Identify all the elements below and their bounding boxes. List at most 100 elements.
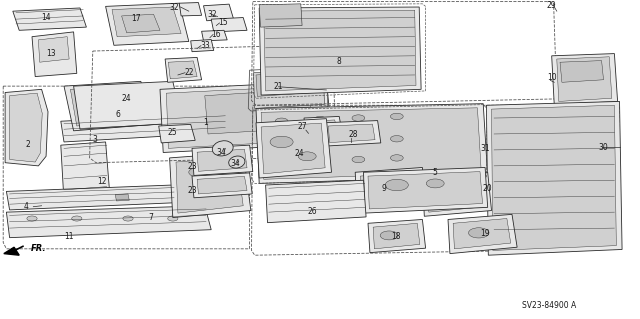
Polygon shape (552, 54, 618, 105)
Circle shape (352, 115, 365, 121)
Circle shape (189, 167, 208, 177)
Polygon shape (13, 8, 86, 30)
Text: 3: 3 (92, 135, 97, 144)
Polygon shape (264, 10, 416, 91)
Polygon shape (256, 119, 332, 178)
Polygon shape (38, 37, 69, 62)
Text: 28: 28 (349, 130, 358, 139)
Circle shape (207, 188, 222, 195)
Text: 13: 13 (46, 49, 56, 58)
Circle shape (352, 137, 365, 144)
Circle shape (468, 228, 489, 238)
Polygon shape (197, 149, 247, 171)
Circle shape (352, 156, 365, 163)
Polygon shape (32, 32, 77, 77)
Polygon shape (5, 89, 48, 166)
Text: SV23-84900 A: SV23-84900 A (522, 301, 576, 310)
Polygon shape (191, 40, 214, 52)
Polygon shape (192, 173, 252, 198)
Polygon shape (557, 57, 612, 101)
Circle shape (27, 216, 37, 221)
Polygon shape (202, 30, 227, 41)
Polygon shape (266, 180, 366, 223)
Circle shape (385, 179, 408, 191)
Text: 23: 23 (188, 186, 198, 195)
Circle shape (275, 118, 288, 124)
Text: 20: 20 (483, 184, 493, 193)
Text: FR.: FR. (31, 244, 46, 253)
Polygon shape (422, 172, 492, 216)
Polygon shape (10, 93, 42, 162)
Text: 7: 7 (148, 213, 153, 222)
Text: 2: 2 (26, 140, 31, 149)
Text: 6: 6 (116, 110, 121, 119)
Polygon shape (368, 219, 426, 253)
Polygon shape (61, 142, 110, 202)
Text: 1: 1 (203, 118, 208, 127)
Text: 15: 15 (218, 19, 228, 27)
Polygon shape (432, 181, 476, 205)
Circle shape (270, 136, 293, 148)
Polygon shape (261, 123, 325, 174)
Polygon shape (166, 85, 325, 148)
Text: 10: 10 (547, 73, 557, 82)
Circle shape (390, 113, 403, 120)
Polygon shape (308, 120, 337, 134)
Polygon shape (453, 219, 511, 249)
Circle shape (123, 216, 133, 221)
Circle shape (390, 136, 403, 142)
Polygon shape (168, 61, 197, 79)
Polygon shape (560, 61, 604, 82)
Polygon shape (360, 172, 420, 206)
Polygon shape (373, 223, 420, 249)
Text: 25: 25 (167, 128, 177, 137)
Polygon shape (197, 176, 247, 194)
Text: 14: 14 (41, 13, 51, 22)
Polygon shape (323, 121, 381, 146)
Circle shape (314, 116, 326, 123)
Polygon shape (204, 4, 234, 21)
Polygon shape (328, 124, 375, 143)
Polygon shape (112, 7, 181, 37)
Circle shape (314, 158, 326, 164)
Circle shape (275, 140, 288, 147)
Ellipse shape (228, 156, 245, 168)
Circle shape (275, 160, 288, 166)
Text: 29: 29 (547, 1, 557, 10)
Polygon shape (176, 157, 243, 213)
Text: 21: 21 (274, 82, 283, 91)
Text: 9: 9 (381, 184, 387, 193)
Text: 16: 16 (211, 30, 221, 39)
Text: 24: 24 (122, 94, 132, 103)
Polygon shape (492, 105, 616, 250)
Text: 26: 26 (307, 207, 317, 216)
Text: 19: 19 (480, 229, 490, 238)
Polygon shape (6, 185, 179, 210)
Polygon shape (192, 145, 253, 175)
Polygon shape (486, 101, 622, 255)
Polygon shape (6, 206, 211, 238)
Polygon shape (304, 116, 342, 137)
Polygon shape (83, 91, 134, 114)
Circle shape (426, 179, 444, 188)
Circle shape (390, 155, 403, 161)
Polygon shape (165, 57, 202, 82)
Text: 23: 23 (188, 162, 198, 171)
Polygon shape (122, 14, 160, 33)
Polygon shape (179, 3, 202, 16)
Text: 22: 22 (184, 68, 193, 77)
Text: 17: 17 (131, 14, 141, 23)
Text: 18: 18 (391, 232, 400, 241)
Circle shape (72, 216, 82, 221)
Polygon shape (448, 214, 517, 254)
Polygon shape (368, 172, 483, 209)
Polygon shape (256, 104, 488, 183)
Polygon shape (355, 167, 426, 210)
Text: 31: 31 (480, 144, 490, 153)
Polygon shape (253, 69, 324, 108)
Polygon shape (261, 108, 481, 179)
Text: 34: 34 (216, 148, 226, 157)
Text: 30: 30 (598, 143, 608, 152)
Text: 5: 5 (433, 168, 438, 177)
Polygon shape (170, 152, 251, 218)
